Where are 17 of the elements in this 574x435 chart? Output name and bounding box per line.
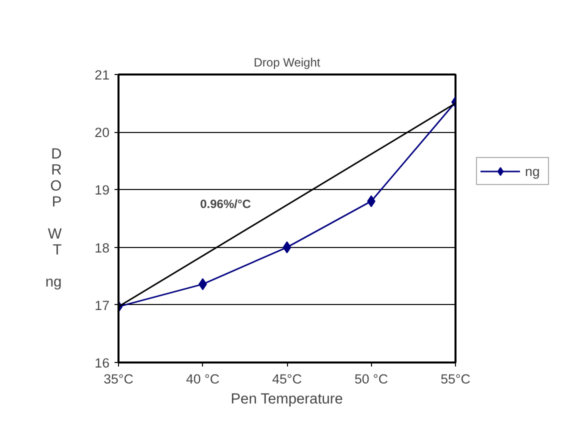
x-tick-label: 40 °C [186,372,220,386]
x-axis-title: Pen Temperature [230,392,343,408]
y-tick-label: 18 [94,240,110,256]
x-tick-label: 55°C [440,372,471,386]
y-tick-label: 17 [94,298,110,313]
y-tick-label: 20 [94,125,110,140]
y-tick-label: 19 [94,182,110,198]
x-tick-label: 45°C [272,372,302,386]
chart-title: Drop Weight [254,56,321,70]
y-tick-label: 21 [94,68,110,82]
y-tick-label: 16 [94,356,110,370]
x-tick-label: 35°C [104,372,134,386]
point [282,241,292,254]
annotation: 0.96%/°C [200,197,252,212]
legend-label: ng [525,164,541,178]
y-axis-title: DROP WT ng [45,146,62,290]
x-tick-label: 50 °C [354,372,388,386]
